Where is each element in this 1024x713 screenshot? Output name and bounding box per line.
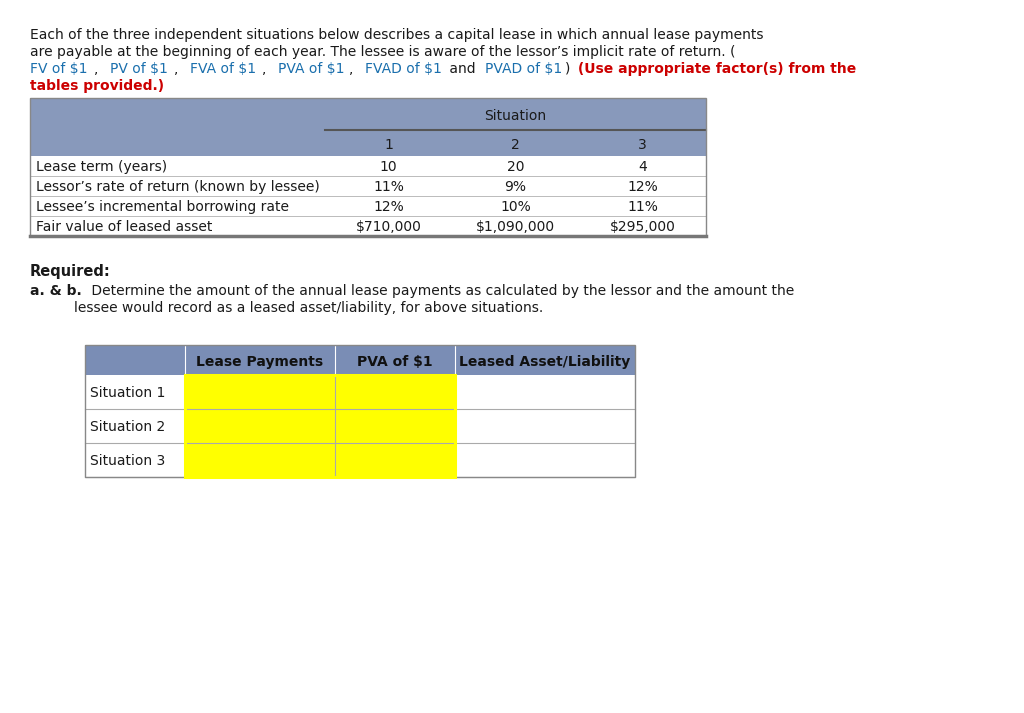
- Text: Situation 3: Situation 3: [90, 454, 165, 468]
- Text: $710,000: $710,000: [355, 220, 422, 234]
- Bar: [30, 98, 706, 130]
- Bar: [455, 443, 635, 477]
- Text: a. & b.: a. & b.: [30, 284, 82, 298]
- Text: 10: 10: [380, 160, 397, 174]
- Text: 4: 4: [638, 160, 647, 174]
- Bar: [85, 375, 185, 409]
- Text: PVA of $1: PVA of $1: [357, 355, 433, 369]
- Text: and: and: [445, 62, 480, 76]
- Text: PVAD of $1: PVAD of $1: [485, 62, 562, 76]
- Bar: [185, 443, 335, 477]
- Text: 10%: 10%: [500, 200, 530, 214]
- Bar: [85, 409, 185, 443]
- Text: FV of $1: FV of $1: [30, 62, 87, 76]
- Text: Lease term (years): Lease term (years): [36, 160, 167, 174]
- Text: are payable at the beginning of each year. The lessee is aware of the lessor’s i: are payable at the beginning of each yea…: [30, 45, 735, 59]
- Text: Lease Payments: Lease Payments: [197, 355, 324, 369]
- Text: 12%: 12%: [627, 180, 657, 194]
- Text: PV of $1: PV of $1: [110, 62, 168, 76]
- Text: 12%: 12%: [373, 200, 403, 214]
- Text: Situation 1: Situation 1: [90, 386, 165, 400]
- Text: 20: 20: [507, 160, 524, 174]
- Bar: [335, 375, 455, 409]
- Text: (Use appropriate factor(s) from the: (Use appropriate factor(s) from the: [573, 62, 856, 76]
- Bar: [30, 98, 706, 236]
- Bar: [455, 409, 635, 443]
- Text: Leased Asset/Liability: Leased Asset/Liability: [460, 355, 631, 369]
- Text: FVAD of $1: FVAD of $1: [366, 62, 442, 76]
- Bar: [185, 375, 455, 477]
- Text: ): ): [565, 62, 570, 76]
- Bar: [85, 345, 635, 477]
- Bar: [85, 443, 185, 477]
- Text: Situation: Situation: [484, 109, 547, 123]
- Text: Required:: Required:: [30, 264, 111, 279]
- Text: ,: ,: [94, 62, 102, 76]
- Text: Lessor’s rate of return (known by lessee): Lessor’s rate of return (known by lessee…: [36, 180, 319, 194]
- Text: $295,000: $295,000: [609, 220, 676, 234]
- Text: Determine the amount of the annual lease payments as calculated by the lessor an: Determine the amount of the annual lease…: [87, 284, 795, 298]
- Text: ,: ,: [349, 62, 358, 76]
- Bar: [85, 345, 635, 375]
- Text: 3: 3: [638, 138, 647, 152]
- Bar: [335, 443, 455, 477]
- Text: FVA of $1: FVA of $1: [189, 62, 256, 76]
- Text: Fair value of leased asset: Fair value of leased asset: [36, 220, 212, 234]
- Bar: [30, 130, 706, 156]
- Text: ,: ,: [261, 62, 270, 76]
- Bar: [30, 176, 706, 196]
- Text: tables provided.): tables provided.): [30, 79, 164, 93]
- Bar: [185, 409, 335, 443]
- Text: 2: 2: [511, 138, 520, 152]
- Text: 11%: 11%: [627, 200, 658, 214]
- Text: 11%: 11%: [373, 180, 403, 194]
- Text: ,: ,: [174, 62, 182, 76]
- Text: 9%: 9%: [505, 180, 526, 194]
- Text: Situation 2: Situation 2: [90, 420, 165, 434]
- Text: $1,090,000: $1,090,000: [476, 220, 555, 234]
- Bar: [30, 196, 706, 216]
- Bar: [185, 375, 335, 409]
- Bar: [455, 375, 635, 409]
- Bar: [30, 156, 706, 176]
- Bar: [30, 216, 706, 236]
- Text: PVA of $1: PVA of $1: [278, 62, 344, 76]
- Text: Each of the three independent situations below describes a capital lease in whic: Each of the three independent situations…: [30, 28, 764, 42]
- Text: Lessee’s incremental borrowing rate: Lessee’s incremental borrowing rate: [36, 200, 289, 214]
- Text: lessee would record as a leased asset/liability, for above situations.: lessee would record as a leased asset/li…: [74, 301, 544, 315]
- Bar: [335, 409, 455, 443]
- Text: 1: 1: [384, 138, 393, 152]
